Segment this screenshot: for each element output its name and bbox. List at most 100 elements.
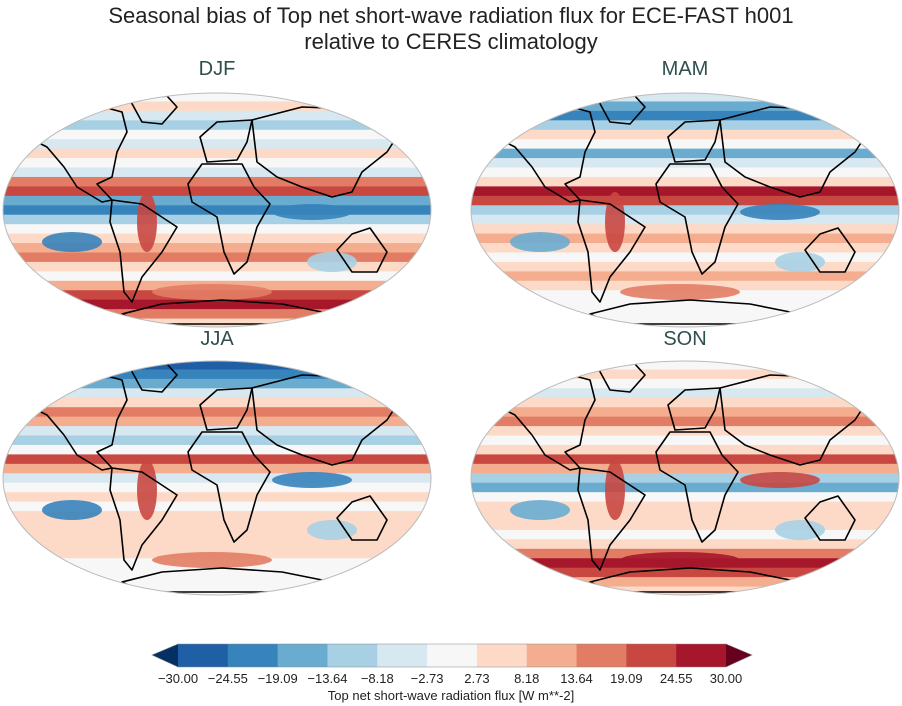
colorbar-bin [227,644,279,667]
panel-title-mam: MAM [661,58,709,80]
map-mam [470,92,900,328]
coastline [667,119,721,163]
field-band [471,318,899,327]
field-patch [740,204,820,220]
field-patch [740,472,820,488]
colorbar-tick-label: 30.00 [709,671,743,686]
coastline [187,163,271,275]
field-band [3,224,431,235]
field-patch [42,232,102,252]
field-patch [775,520,825,540]
map-boundary [2,92,432,328]
field-band [471,120,899,131]
coastline [199,119,253,163]
field-band [3,454,431,465]
field-band [471,473,899,484]
coastline [804,495,856,541]
field-band [471,529,899,540]
field-band [3,205,431,216]
field-band [3,388,431,399]
coastline [336,227,388,273]
colorbar-extend-low [152,644,178,667]
field-band [471,158,899,169]
field-band [3,195,431,206]
coastline [655,163,739,275]
field-patch [137,192,157,252]
field-band [3,397,431,408]
field-band [471,501,899,512]
field-band [3,369,431,380]
field-patch [272,204,352,220]
field-band [471,454,899,465]
field-band [471,233,899,244]
field-band [471,577,899,588]
colorbar-bin [676,644,727,667]
field-band [471,110,899,121]
coastline [667,387,721,431]
field-band [3,501,431,512]
field-band [471,195,899,206]
field-band [3,416,431,427]
panel-title-son: SON [663,328,707,350]
field-band [3,426,431,437]
field-band [471,492,899,503]
colorbar-extend-high [726,644,752,667]
field-band [471,299,899,310]
map-boundary [470,360,900,596]
field-band [3,148,431,159]
field-patch [307,252,357,272]
field-band [471,435,899,446]
field-patch [307,520,357,540]
field-band [3,243,431,253]
figure-title-line1: Seasonal bias of Top net short-wave radi… [108,3,794,28]
field-band [471,167,899,178]
field-patch [620,284,740,300]
field-band [471,148,899,159]
coastline [199,387,253,431]
colorbar-bin [626,644,677,667]
field-band [3,361,431,370]
field-band [471,205,899,216]
field-band [3,577,431,588]
colorbar-bin [277,644,328,667]
field-band [471,139,899,150]
colorbar-label: Top net short-wave radiation flux [W m**… [327,688,575,703]
field-band [471,224,899,235]
field-band [3,233,431,244]
field-band [3,101,431,112]
colorbar-tick-label: −8.18 [360,671,394,686]
colorbar-tick-label: −2.73 [410,671,444,686]
coastline [577,467,646,571]
field-patch [42,500,102,520]
field-band [3,492,431,503]
map-djf [2,92,432,328]
field-band [3,271,431,282]
colorbar-tick-label: 19.09 [610,671,643,686]
field-band [3,167,431,178]
field-band [3,529,431,540]
field-band [471,407,899,418]
colorbar [151,643,753,668]
field-band [3,435,431,446]
colorbar-bin [526,644,578,667]
colorbar-bin [427,644,478,667]
field-patch [605,460,625,520]
field-band [3,299,431,310]
field-band [3,309,431,320]
figure-title-line2: relative to CERES climatology [304,29,598,54]
field-band [471,567,899,578]
colorbar-bin [327,644,378,667]
field-patch [152,552,272,568]
field-band [471,93,899,102]
field-band [3,120,431,131]
field-patch [510,500,570,520]
colorbar-tick-label: −30.00 [157,671,199,686]
field-band [471,397,899,408]
field-patch [137,460,157,520]
field-patch [272,472,352,488]
field-band [3,586,431,595]
field-band [3,407,431,418]
field-patch [775,252,825,272]
field-band [471,378,899,389]
field-band [471,186,899,197]
